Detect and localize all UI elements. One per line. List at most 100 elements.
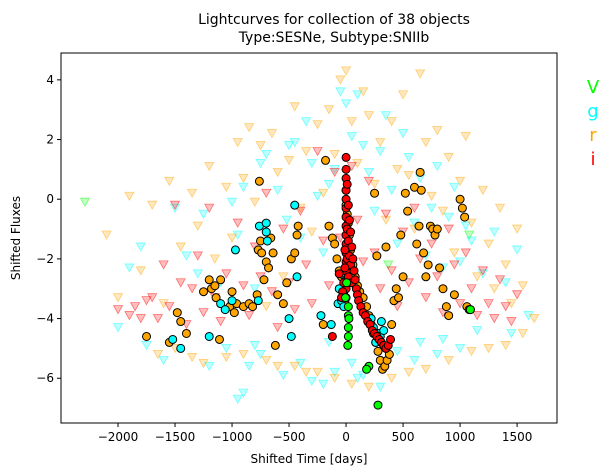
upper-limit-marker-g: [135, 242, 146, 252]
upper-limit-marker-r: [238, 173, 249, 184]
upper-limit-marker-r: [283, 156, 295, 166]
detection-point-r: [268, 248, 278, 258]
upper-limit-marker-i: [460, 248, 471, 258]
upper-limit-marker-g: [500, 278, 511, 288]
upper-limit-marker-r: [209, 254, 221, 264]
upper-limit-marker-r: [346, 379, 357, 390]
detection-point-r: [419, 248, 429, 258]
upper-limit-marker-g: [192, 269, 204, 279]
upper-limit-marker-r: [238, 349, 249, 360]
upper-limit-marker-i: [432, 272, 443, 282]
detection-point-r: [214, 334, 224, 344]
upper-limit-marker-i: [192, 251, 204, 261]
detection-point-g: [284, 314, 294, 324]
upper-limit-marker-r: [375, 138, 386, 148]
detection-point-r: [254, 176, 264, 186]
x-tick-label: −1000: [212, 430, 253, 444]
upper-limit-marker-r: [112, 293, 124, 303]
upper-limit-marker-i: [295, 206, 306, 216]
upper-limit-marker-r: [363, 382, 375, 393]
detection-point-i: [350, 275, 360, 285]
detection-point-g: [286, 331, 296, 341]
y-tick-label: −2: [36, 252, 54, 266]
upper-limit-marker-r: [414, 69, 426, 79]
upper-limit-marker-r: [198, 358, 209, 369]
upper-limit-marker-r: [420, 138, 432, 148]
upper-limit-marker-i: [494, 275, 506, 285]
upper-limit-marker-g: [392, 346, 403, 357]
detection-point-g: [230, 245, 240, 255]
upper-limit-marker-r: [449, 248, 460, 258]
detection-point-r: [330, 239, 340, 249]
legend-entry-V: V: [587, 77, 600, 98]
upper-limit-marker-i: [306, 299, 318, 309]
upper-limit-marker-g: [124, 263, 135, 273]
upper-limit-marker-r: [249, 197, 261, 208]
upper-limit-marker-r: [483, 344, 494, 354]
detection-point-i: [344, 215, 354, 225]
detection-point-g: [379, 326, 389, 335]
upper-limit-marker-r: [312, 120, 323, 130]
upper-limit-marker-i: [483, 299, 494, 309]
upper-limit-marker-i: [204, 203, 215, 213]
upper-limit-marker-g: [289, 138, 300, 148]
y-axis-label: Shifted Fluxes: [9, 196, 23, 280]
upper-limit-marker-i: [141, 296, 152, 306]
detection-point-r: [415, 167, 425, 177]
upper-limit-marker-g: [369, 206, 380, 216]
detection-point-r: [387, 320, 397, 330]
upper-limit-marker-g: [375, 382, 386, 393]
upper-limit-marker-g: [454, 344, 466, 354]
detection-point-g: [204, 331, 214, 341]
upper-limit-marker-r: [266, 129, 278, 139]
upper-limit-marker-r: [340, 66, 352, 76]
y-tick-label: 0: [46, 192, 54, 206]
detection-point-r: [449, 290, 459, 300]
upper-limit-marker-i: [352, 215, 363, 225]
x-tick-label: 1000: [445, 430, 476, 444]
detection-point-r: [204, 275, 214, 285]
upper-limit-marker-r: [232, 138, 243, 148]
upper-limit-marker-g: [112, 323, 124, 333]
upper-limit-marker-g: [437, 335, 449, 345]
detection-point-r: [414, 221, 424, 231]
detection-point-r: [332, 254, 342, 264]
upper-limit-marker-g: [380, 111, 392, 121]
upper-limit-marker-i: [386, 266, 397, 276]
detection-point-V: [465, 305, 475, 315]
upper-limit-marker-g: [181, 251, 192, 261]
upper-limit-marker-i: [164, 302, 175, 312]
detection-point-r: [423, 260, 433, 270]
upper-limit-marker-r: [437, 206, 449, 216]
detection-point-r: [273, 290, 283, 300]
upper-limit-marker-i: [312, 147, 323, 157]
upper-limit-marker-r: [152, 349, 164, 360]
detection-point-r: [460, 212, 470, 222]
upper-limit-marker-r: [369, 179, 380, 190]
detection-point-r: [412, 239, 422, 249]
upper-limit-marker-g: [278, 370, 289, 381]
upper-limit-marker-r: [426, 191, 437, 202]
detection-point-g: [227, 296, 237, 306]
detection-point-r: [216, 275, 226, 285]
detection-point-g: [316, 311, 326, 321]
upper-limit-marker-g: [392, 239, 403, 249]
detection-point-r: [257, 248, 267, 258]
upper-limit-marker-r: [255, 141, 266, 151]
upper-limit-marker-g: [409, 355, 420, 366]
upper-limit-marker-g: [386, 185, 397, 196]
upper-limit-marker-i: [426, 239, 437, 249]
upper-limit-marker-g: [232, 394, 243, 404]
upper-limit-marker-i: [506, 317, 517, 327]
upper-limit-marker-g: [238, 388, 249, 398]
x-tick-label: 1500: [502, 430, 533, 444]
upper-limit-marker-r: [483, 239, 494, 249]
detection-point-r: [455, 194, 465, 204]
upper-limit-marker-i: [300, 260, 312, 270]
upper-limit-marker-g: [506, 329, 517, 339]
upper-limit-marker-i: [489, 314, 500, 324]
upper-limit-marker-V: [79, 197, 91, 208]
upper-limit-marker-i: [472, 311, 483, 321]
upper-limit-marker-r: [164, 176, 175, 187]
upper-limit-marker-g: [363, 167, 375, 178]
